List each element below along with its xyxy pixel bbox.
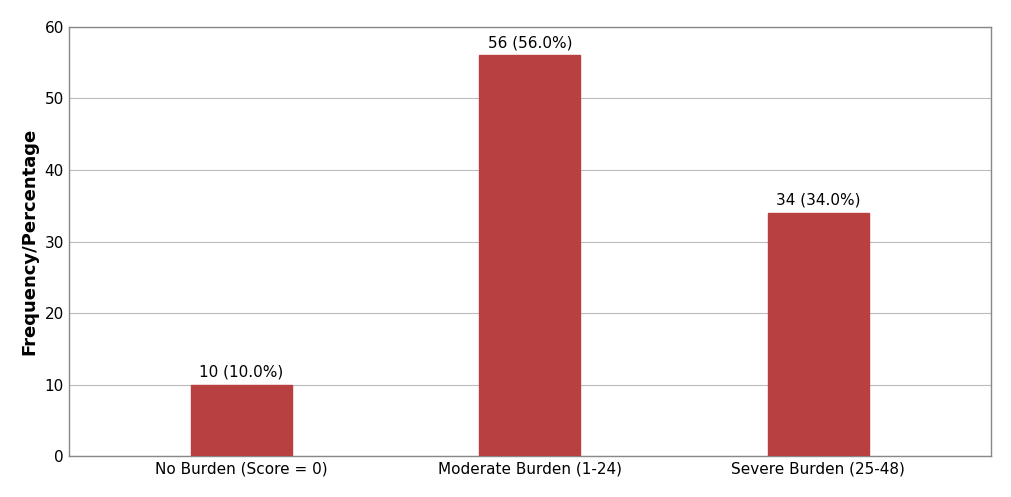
Text: 34 (34.0%): 34 (34.0%) <box>775 193 859 208</box>
Y-axis label: Frequency/Percentage: Frequency/Percentage <box>21 128 38 355</box>
Bar <box>479 56 579 456</box>
Text: 56 (56.0%): 56 (56.0%) <box>487 35 571 51</box>
Bar <box>767 213 867 456</box>
Bar <box>191 385 292 456</box>
Text: 10 (10.0%): 10 (10.0%) <box>199 365 283 380</box>
